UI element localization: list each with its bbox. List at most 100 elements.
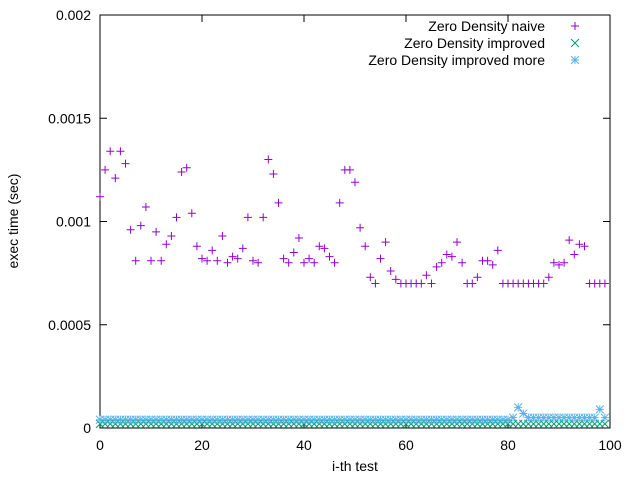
data-point <box>269 170 278 179</box>
data-point <box>351 178 359 187</box>
data-point <box>427 415 436 425</box>
data-point <box>304 415 314 425</box>
data-point <box>243 213 252 222</box>
data-point <box>559 413 569 423</box>
data-point <box>208 246 217 255</box>
data-point <box>442 250 451 259</box>
data-point <box>147 256 155 265</box>
data-point <box>243 415 253 425</box>
data-point <box>386 415 396 425</box>
data-point <box>213 256 222 265</box>
data-point <box>136 221 145 230</box>
data-point <box>289 248 298 257</box>
plot-area-frame <box>99 14 611 429</box>
data-point <box>473 415 482 425</box>
data-point <box>111 174 120 183</box>
data-point <box>258 415 268 425</box>
data-point <box>488 415 498 425</box>
data-point <box>549 258 558 267</box>
data-point <box>569 413 579 423</box>
y-tick-label: 0.0005 <box>48 317 91 333</box>
series-1-markers <box>96 147 609 288</box>
data-point <box>238 244 247 253</box>
data-point <box>376 254 385 263</box>
data-point <box>172 415 181 425</box>
data-point <box>493 246 502 255</box>
data-point <box>172 213 181 222</box>
data-point <box>432 415 441 425</box>
data-point <box>503 415 513 425</box>
data-point <box>381 238 390 247</box>
data-point <box>427 279 436 288</box>
data-point <box>325 252 334 261</box>
data-point <box>253 415 263 425</box>
data-point <box>320 415 329 425</box>
data-point <box>350 415 360 425</box>
data-point <box>432 262 441 271</box>
data-point <box>198 254 206 263</box>
data-point <box>340 415 350 425</box>
data-point <box>274 198 283 207</box>
data-point <box>187 209 196 218</box>
data-point <box>529 413 538 423</box>
y-tick-label: 0.001 <box>56 214 91 230</box>
data-point <box>182 415 192 425</box>
legend-label: Zero Density improved more <box>368 52 545 68</box>
data-point <box>355 415 365 425</box>
data-point <box>518 409 528 418</box>
data-point <box>136 415 146 425</box>
data-point <box>269 415 278 425</box>
data-point <box>381 415 390 425</box>
data-point <box>320 244 329 253</box>
data-point <box>585 413 594 423</box>
data-point <box>376 415 385 425</box>
data-point <box>600 419 610 429</box>
data-point <box>335 415 345 425</box>
data-point <box>539 279 548 288</box>
data-point <box>554 413 564 423</box>
data-point <box>228 415 237 425</box>
data-point <box>167 415 176 425</box>
data-point <box>437 415 447 425</box>
data-point <box>141 415 151 425</box>
data-point <box>560 258 569 267</box>
data-point <box>207 415 217 425</box>
y-axis-label: exec time (sec) <box>5 174 21 269</box>
data-point <box>564 413 574 423</box>
data-point <box>254 258 263 267</box>
legend-label: Zero Density naive <box>428 18 545 34</box>
x-tick-label: 20 <box>194 437 210 453</box>
data-point <box>116 415 125 425</box>
data-point <box>478 415 487 425</box>
data-point <box>437 258 446 267</box>
data-point <box>315 242 324 251</box>
data-point <box>386 267 395 276</box>
data-point <box>223 258 232 267</box>
data-point <box>131 256 140 265</box>
data-point <box>187 415 197 425</box>
data-point <box>570 250 579 259</box>
data-point <box>575 413 584 423</box>
data-point <box>447 252 456 261</box>
data-point <box>182 163 191 172</box>
data-point <box>299 415 309 425</box>
data-point <box>345 165 354 174</box>
data-point <box>513 402 523 412</box>
data-point <box>157 256 166 265</box>
data-point <box>391 415 401 425</box>
data-markers <box>95 147 610 429</box>
data-point <box>284 415 294 425</box>
data-point <box>310 258 319 267</box>
data-point <box>549 413 559 423</box>
data-point <box>600 413 610 423</box>
data-point <box>458 258 467 267</box>
data-point <box>248 415 258 425</box>
data-point <box>177 167 186 176</box>
data-point <box>488 260 497 269</box>
data-point <box>161 415 171 425</box>
x-tick-label: 80 <box>500 437 516 453</box>
legend-marker <box>571 22 579 30</box>
data-point <box>309 415 319 425</box>
data-point <box>105 415 115 425</box>
data-point <box>575 240 584 249</box>
